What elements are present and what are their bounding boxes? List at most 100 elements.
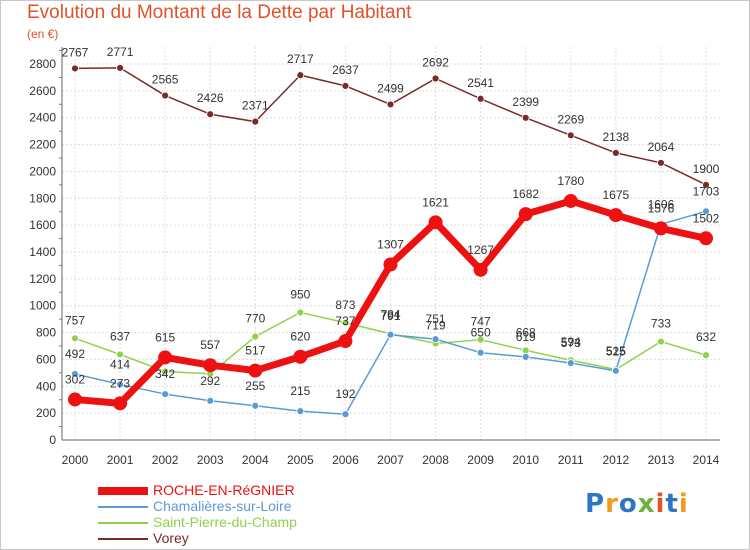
x-tick-label: 2004 [242, 453, 269, 467]
data-label: 1675 [603, 188, 630, 202]
y-tick-label: 600 [36, 352, 56, 366]
data-label: 192 [335, 387, 355, 401]
x-tick-label: 2002 [152, 453, 179, 467]
data-point-0 [428, 215, 443, 230]
data-point-2 [702, 351, 710, 360]
data-point-1 [161, 390, 170, 398]
y-tick-label: 2600 [29, 84, 56, 98]
data-label: 414 [110, 357, 130, 371]
data-point-3 [521, 113, 530, 122]
data-point-0 [293, 349, 308, 364]
data-point-2 [161, 367, 170, 376]
x-tick-label: 2010 [512, 453, 539, 467]
logo-letter: i [678, 489, 689, 519]
logo-letter: t [665, 489, 679, 519]
data-point-2 [116, 350, 124, 359]
data-label: 620 [290, 330, 310, 344]
data-point-3 [251, 117, 260, 126]
legend-swatch-saint-pierre [98, 522, 148, 524]
data-label: 2269 [557, 112, 584, 126]
data-point-0 [203, 358, 218, 373]
data-point-0 [473, 262, 488, 277]
data-label: 950 [290, 287, 310, 301]
x-tick-label: 2005 [287, 453, 314, 467]
x-axis-ticks: 2000 2001 2002 2003 2004 2005 2006 2007 2008 2009… [62, 453, 720, 467]
proxiti-logo: Proxiti [585, 489, 689, 519]
data-point-1 [386, 330, 395, 339]
data-point-1 [476, 348, 485, 357]
data-label: 573 [561, 336, 581, 350]
data-label: 2767 [62, 45, 89, 59]
data-label: 557 [200, 338, 220, 352]
data-point-1 [296, 407, 305, 416]
data-point-1 [431, 335, 440, 344]
data-label: 492 [65, 347, 85, 361]
data-label: 1780 [557, 174, 584, 188]
y-tick-label: 0 [49, 433, 56, 447]
data-point-2 [251, 332, 260, 341]
data-point-2 [296, 308, 305, 317]
data-label: 517 [245, 344, 265, 358]
data-label: 1606 [648, 197, 675, 211]
y-tick-label: 1800 [29, 191, 56, 205]
logo-letter: x [637, 489, 656, 519]
data-point-2 [71, 334, 79, 343]
data-point-0 [518, 207, 533, 222]
data-label: 719 [426, 318, 446, 332]
x-tick-label: 2003 [197, 453, 224, 467]
y-tick-label: 1600 [29, 218, 56, 232]
data-point-1 [341, 410, 350, 419]
data-label: 515 [606, 344, 626, 358]
x-tick-label: 2006 [332, 453, 359, 467]
data-label: 2541 [467, 76, 494, 90]
y-tick-label: 2000 [29, 164, 56, 178]
legend-label-roche: ROCHE-EN-RéGNIER [153, 482, 295, 498]
legend-label-saint-pierre: Saint-Pierre-du-Champ [153, 514, 297, 530]
data-point-0 [158, 350, 173, 365]
x-tick-label: 2012 [603, 453, 630, 467]
legend-swatch-roche [98, 487, 148, 495]
data-label: 2499 [377, 81, 404, 95]
data-point-3 [431, 74, 440, 83]
logo-letter: r [605, 489, 619, 519]
data-point-2 [657, 337, 665, 346]
data-label: 2771 [107, 45, 134, 59]
data-label: 273 [110, 376, 130, 390]
logo-letter: o [618, 489, 638, 519]
x-tick-label: 2001 [107, 453, 134, 467]
y-tick-label: 800 [36, 326, 56, 340]
x-tick-label: 2008 [422, 453, 449, 467]
data-label: 594 [561, 335, 581, 349]
data-point-1 [566, 359, 575, 367]
y-tick-label: 2800 [29, 57, 56, 71]
logo-letter: i [655, 489, 666, 519]
data-point-3 [611, 148, 620, 157]
y-tick-label: 1200 [29, 272, 56, 286]
data-point-0 [68, 392, 82, 407]
data-label: 2138 [603, 130, 630, 144]
data-label: 637 [110, 329, 130, 343]
y-tick-label: 2200 [29, 138, 56, 152]
data-point-1 [116, 380, 124, 389]
data-label: 650 [471, 326, 491, 340]
data-point-3 [71, 64, 79, 73]
data-label: 770 [245, 312, 265, 326]
data-point-1 [206, 396, 215, 405]
series-lines [68, 63, 713, 419]
data-point-3 [296, 71, 305, 80]
data-label: 302 [65, 372, 85, 386]
x-tick-label: 2009 [467, 453, 494, 467]
y-tick-label: 1000 [29, 299, 56, 313]
data-point-3 [657, 158, 665, 167]
data-point-0 [563, 193, 578, 208]
chart-subtitle: (en €) [27, 27, 59, 41]
data-label: 1576 [648, 201, 675, 215]
data-point-0 [113, 396, 128, 411]
data-point-1 [702, 207, 710, 216]
data-point-3 [206, 110, 215, 119]
y-tick-label: 200 [36, 406, 56, 420]
data-point-1 [611, 366, 620, 375]
data-label: 2565 [152, 73, 179, 87]
data-labels: 2767 2771 2565 2426 2371 2717 2637 2499 2692 2541… [62, 45, 720, 401]
data-label: 1621 [422, 195, 449, 209]
